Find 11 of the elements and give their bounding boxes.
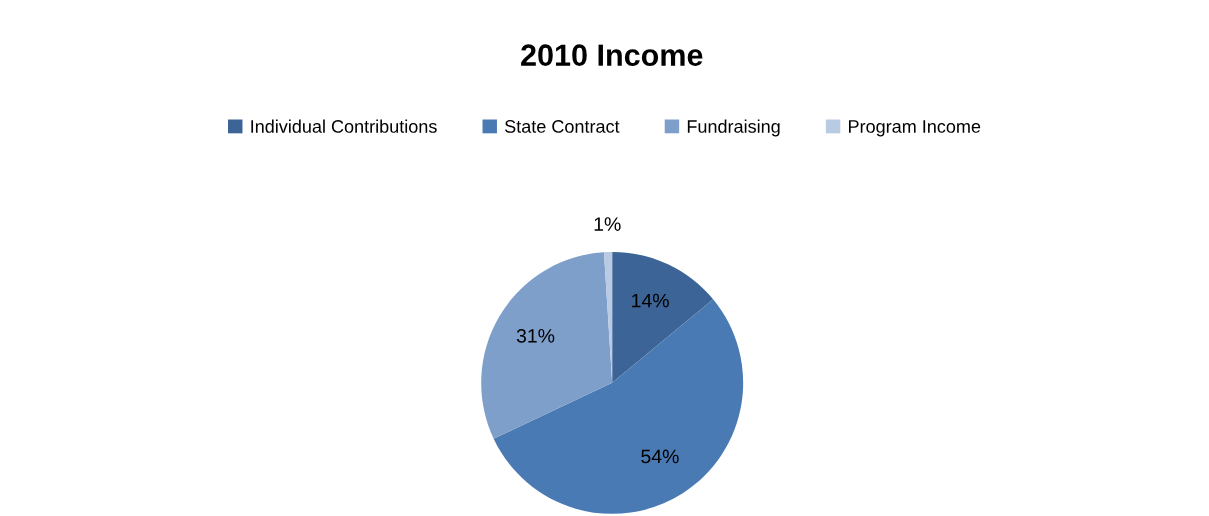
pie-slice <box>612 251 714 383</box>
data-label: 14% <box>632 293 669 308</box>
chart-title: 2010 Income <box>521 44 703 66</box>
legend-label: Program Income <box>849 120 981 137</box>
pie-slice <box>481 252 613 439</box>
legend-label: Individual Contributions <box>251 119 437 133</box>
data-label: 54% <box>641 449 679 464</box>
data-label: 1% <box>594 217 621 231</box>
legend-label: State Contract <box>504 120 620 133</box>
legend-label: Fundraising <box>687 119 780 137</box>
data-label: 31% <box>516 328 555 343</box>
